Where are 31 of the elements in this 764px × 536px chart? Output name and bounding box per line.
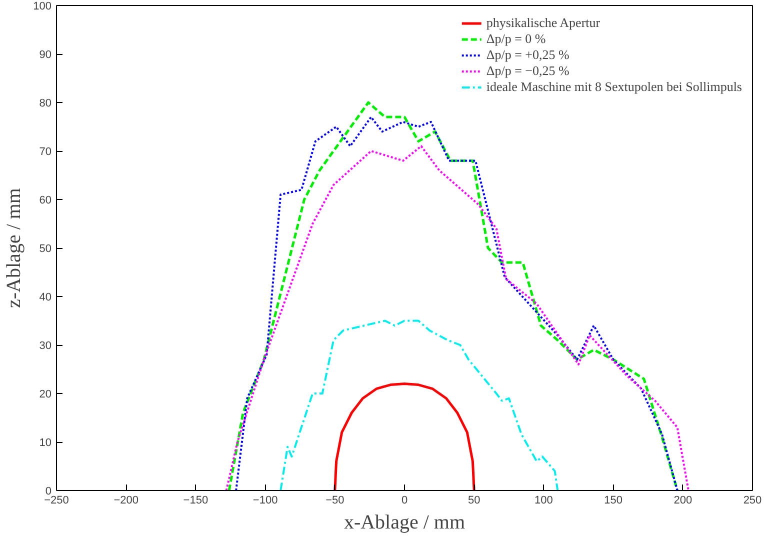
x-tick-label: −250 (44, 494, 69, 506)
x-tick-label: 0 (401, 494, 408, 506)
line-series (280, 320, 559, 490)
x-tick-label: 150 (604, 494, 622, 506)
y-axis-title: z-Ablage / mm (3, 188, 26, 308)
y-tick-label: 60 (39, 194, 52, 206)
y-tick-label: 30 (39, 340, 52, 352)
y-tick-label: 90 (39, 49, 52, 61)
y-tick-label: 0 (45, 486, 52, 498)
x-tick-label: −50 (326, 494, 344, 506)
legend-label: physikalische Apertur (486, 15, 600, 31)
x-tick-label: −100 (252, 494, 278, 506)
legend-label: Δp/p = +0,25 % (486, 47, 570, 63)
y-tick-label: 10 (39, 437, 52, 449)
x-tick-label: 50 (468, 494, 480, 506)
y-tick-label: 50 (39, 243, 52, 255)
y-tick-label: 20 (39, 388, 52, 400)
line-series (334, 382, 476, 490)
y-tick-label: 70 (39, 146, 52, 158)
y-tick-label: 80 (39, 98, 52, 110)
legend-label: Δp/p = −0,25 % (486, 63, 570, 79)
y-tick-label: 40 (39, 292, 52, 304)
legend-label: ideale Maschine mit 8 Sextupolen bei Sollimpuls (486, 79, 742, 95)
x-tick-label: 250 (743, 494, 762, 506)
x-tick-label: 100 (534, 494, 553, 506)
x-axis-title: x-Ablage / mm (344, 512, 466, 534)
y-tick-label: 100 (33, 0, 52, 12)
x-tick-label: −150 (183, 494, 208, 506)
x-tick-label: −200 (114, 494, 138, 506)
legend-label: Δp/p = 0 % (486, 31, 546, 47)
x-tick-label: 200 (674, 494, 692, 506)
